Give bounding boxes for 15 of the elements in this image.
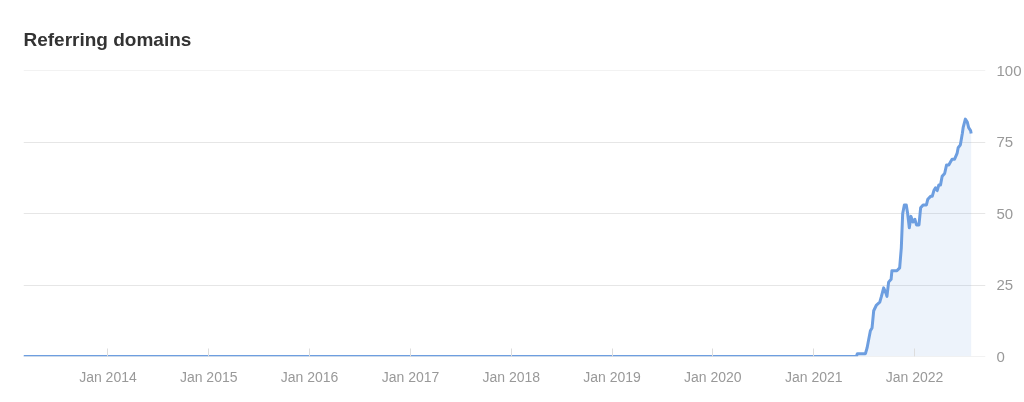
y-tick-label: 25 [996,276,1014,293]
x-tick-label: Jan 2021 [785,368,843,385]
y-tick-label: 0 [996,347,1005,365]
y-tick-label: 100 [996,61,1022,79]
x-tick-label: Jan 2019 [583,368,642,385]
chart-title: Referring domains [23,29,192,50]
x-tick-label: Jan 2022 [885,368,944,385]
x-tick-label: Jan 2018 [482,368,541,385]
x-tick-label: Jan 2020 [683,368,742,385]
y-tick-label: 75 [996,133,1014,150]
x-tick-label: Jan 2015 [179,368,238,385]
x-tick-label: Jan 2017 [381,368,440,385]
x-tick-label: Jan 2016 [280,368,339,385]
y-tick-label: 50 [996,204,1014,222]
x-tick-label: Jan 2014 [79,368,137,385]
